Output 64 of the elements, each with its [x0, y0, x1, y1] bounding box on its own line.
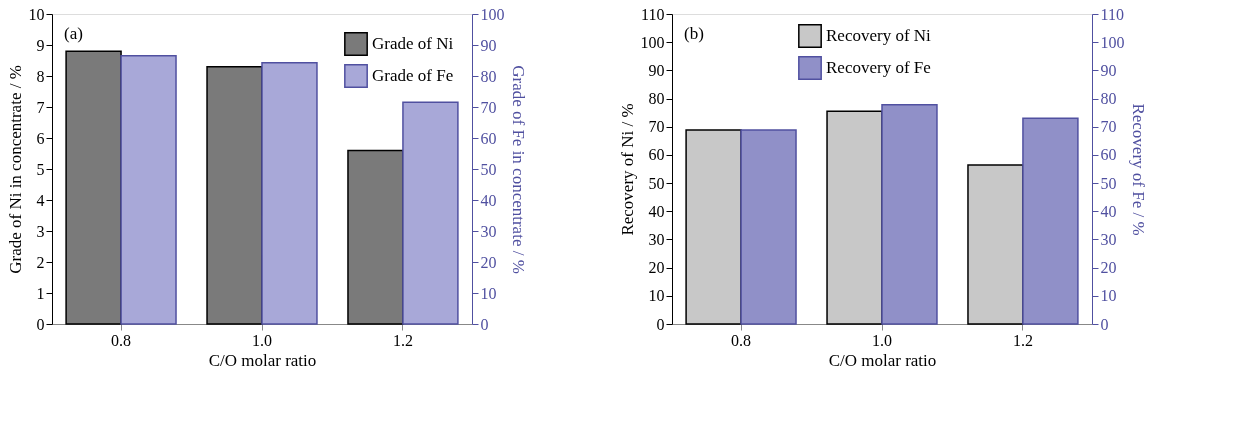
y2-tick-label: 20: [1100, 259, 1117, 277]
x-tick-label: 1.2: [392, 331, 413, 349]
y-tick-label: 50: [648, 174, 665, 192]
y2-tick-label: 70: [1100, 118, 1117, 136]
y-tick-label: 0: [36, 315, 45, 333]
x-axis-title: C/O molar ratio: [828, 350, 937, 370]
x-tick-label: 1.0: [872, 331, 892, 349]
y2-tick-label: 60: [480, 129, 497, 147]
legend-label: Recovery of Ni: [826, 26, 932, 45]
y2-tick-label: 100: [1100, 33, 1125, 51]
y-tick-label: 70: [648, 118, 665, 136]
y2-axis-title: Grade of Fe in concentrate / %: [508, 65, 528, 274]
y-tick-label: 2: [36, 253, 45, 271]
y2-tick-label: 90: [480, 36, 497, 54]
y-tick-label: 20: [648, 259, 665, 277]
y2-tick-label: 90: [1100, 61, 1117, 79]
y2-tick-label: 0: [480, 315, 489, 333]
y-tick-label: 40: [648, 202, 665, 220]
y-tick-label: 80: [648, 90, 665, 108]
annotation: (b): [684, 24, 704, 43]
y-tick-label: 4: [36, 191, 45, 209]
y-tick-label: 6: [36, 129, 45, 147]
y2-tick-label: 100: [480, 5, 505, 23]
y-tick-label: 5: [36, 160, 45, 178]
y2-tick-label: 50: [480, 160, 497, 178]
legend-label: Grade of Ni: [372, 34, 454, 53]
x-tick-label: 1.2: [1012, 331, 1033, 349]
y2-tick-label: 50: [1100, 174, 1117, 192]
y-tick-label: 100: [640, 33, 665, 51]
x-axis-title: C/O molar ratio: [208, 350, 317, 370]
y2-tick-label: 0: [1100, 315, 1109, 333]
y2-tick-label: 10: [480, 284, 497, 302]
x-tick-label: 0.8: [731, 331, 752, 349]
y-tick-label: 60: [648, 146, 665, 164]
y2-tick-label: 20: [480, 253, 497, 271]
y-tick-label: 7: [36, 98, 45, 116]
y-tick-label: 110: [641, 5, 665, 23]
y-tick-label: 10: [648, 287, 665, 305]
y-tick-label: 30: [648, 230, 665, 248]
y2-tick-label: 30: [480, 222, 497, 240]
y-tick-label: 10: [28, 5, 45, 23]
y2-tick-label: 30: [1100, 230, 1117, 248]
y-axis-title: Recovery of Ni / %: [617, 103, 637, 236]
y2-tick-label: 80: [1100, 90, 1117, 108]
y2-tick-label: 40: [480, 191, 497, 209]
y2-tick-label: 60: [1100, 146, 1117, 164]
y2-tick-label: 110: [1100, 5, 1124, 23]
y-tick-label: 0: [656, 315, 665, 333]
x-tick-label: 1.0: [252, 331, 272, 349]
y-tick-label: 90: [648, 61, 665, 79]
y2-tick-label: 70: [480, 98, 497, 116]
y-axis-title: Grade of Ni in concentrate / %: [5, 65, 25, 274]
x-tick-label: 0.8: [111, 331, 132, 349]
y2-tick-label: 40: [1100, 202, 1117, 220]
y-tick-label: 1: [36, 284, 45, 302]
annotation: (a): [64, 24, 83, 43]
y2-axis-title: Recovery of Fe / %: [1128, 103, 1148, 236]
legend-label: Recovery of Fe: [826, 58, 931, 77]
y2-tick-label: 80: [480, 67, 497, 85]
y2-tick-label: 10: [1100, 287, 1117, 305]
y-tick-label: 3: [36, 222, 45, 240]
y-tick-label: 8: [36, 67, 45, 85]
y-tick-label: 9: [36, 36, 45, 54]
legend-label: Grade of Fe: [372, 66, 454, 85]
